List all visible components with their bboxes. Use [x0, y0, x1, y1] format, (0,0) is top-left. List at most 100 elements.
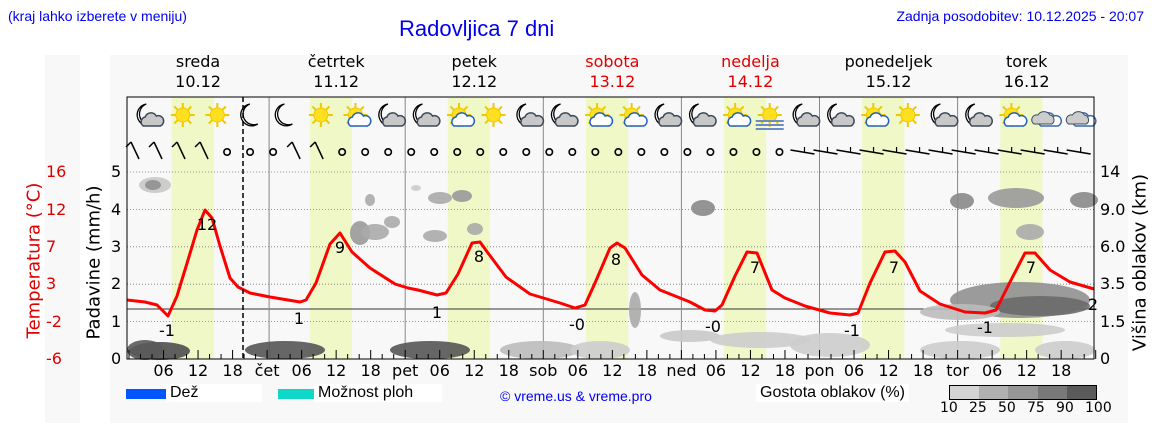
svg-text:-1: -1	[977, 318, 993, 337]
svg-text:12: 12	[197, 215, 217, 234]
day-header: sobota 13.12	[552, 52, 672, 92]
sun-fog-icon	[755, 103, 784, 130]
svg-text:06: 06	[430, 361, 450, 380]
svg-text:18: 18	[775, 361, 795, 380]
precip-tick: 2	[111, 274, 122, 293]
temp-tick: 7	[46, 237, 57, 256]
precip-tick: 5	[111, 162, 122, 181]
svg-text:12: 12	[740, 361, 760, 380]
precip-tick: 4	[111, 200, 122, 219]
svg-text:pet: pet	[392, 361, 418, 380]
svg-text:8: 8	[474, 247, 484, 266]
cloud-icon	[1065, 111, 1097, 127]
cloud-height-tick: 1.5	[1100, 312, 1126, 331]
storm-swatch	[278, 389, 326, 399]
density-swatch	[1008, 386, 1038, 399]
moon-cloud-icon	[516, 103, 545, 127]
moon-icon	[240, 103, 259, 127]
density-tick: 25	[969, 400, 987, 416]
density-legend-label: Gostota oblakov (%)	[756, 384, 909, 402]
temp-tick: 12	[46, 200, 67, 219]
svg-text:-0: -0	[705, 317, 721, 336]
svg-text:06: 06	[568, 361, 588, 380]
day-header: nedelja 14.12	[690, 52, 810, 92]
moon-cloud-icon	[827, 103, 855, 127]
cloud-icon	[1031, 111, 1062, 127]
moon-cloud-icon	[792, 103, 821, 127]
temp-tick: -6	[46, 349, 62, 368]
density-tick: 50	[998, 400, 1016, 416]
moon-cloud-icon	[930, 103, 959, 127]
day-date: 16.12	[1003, 72, 1050, 91]
rain-legend-label: Dež	[166, 384, 262, 402]
moon-cloud-icon	[654, 103, 683, 127]
moon-cloud-icon	[550, 103, 579, 127]
temperature-line	[126, 208, 1095, 318]
svg-text:06: 06	[844, 361, 864, 380]
temp-tick: -2	[46, 312, 62, 331]
day-name: petek	[451, 52, 497, 71]
temperature-labels: -1 12 1 9 1 8 -0 8 -0 7 -1 7 -1 7 2	[159, 215, 1098, 340]
temp-tick: 3	[46, 274, 57, 293]
svg-text:-0: -0	[569, 315, 585, 334]
rain-swatch	[126, 389, 174, 399]
day-name: sobota	[585, 52, 640, 71]
daylight-bands	[171, 97, 1043, 359]
svg-text:1: 1	[432, 303, 442, 322]
page-title: Radovljica 7 dni	[399, 16, 555, 41]
svg-text:tor: tor	[946, 361, 969, 380]
temp-tick: 16	[46, 162, 67, 181]
day-name: nedelja	[721, 52, 780, 71]
density-swatch	[950, 386, 980, 399]
svg-text:7: 7	[889, 258, 899, 277]
svg-text:18: 18	[637, 361, 657, 380]
svg-text:9: 9	[335, 238, 345, 257]
day-header: četrtek 11.12	[276, 52, 396, 92]
cloud-height-tick: 6.0	[1100, 237, 1126, 256]
svg-text:-1: -1	[159, 321, 175, 340]
location-hint[interactable]: (kraj lahko izberete v meniju)	[8, 8, 187, 24]
day-header: ponedeljek 15.12	[829, 52, 949, 92]
weather-icons	[136, 103, 1097, 130]
sun-cloud-icon	[999, 103, 1028, 127]
moon-cloud-icon	[688, 103, 717, 127]
sun-icon	[170, 103, 195, 127]
svg-text:12: 12	[602, 361, 622, 380]
density-swatch	[979, 386, 1009, 399]
cloud-height-tick: 9.0	[1100, 200, 1126, 219]
sun-cloud-icon	[619, 103, 648, 127]
moon-cloud-icon	[412, 103, 441, 127]
sun-icon	[308, 103, 333, 127]
svg-text:12: 12	[464, 361, 484, 380]
svg-text:2: 2	[1088, 295, 1098, 314]
moon-cloud-icon	[378, 103, 407, 127]
svg-text:sob: sob	[529, 361, 557, 380]
moon-cloud-icon	[965, 103, 993, 127]
day-header: sreda 10.12	[138, 52, 258, 92]
moon-cloud-icon	[136, 103, 165, 127]
density-swatch	[1066, 386, 1097, 399]
density-tick: 10	[940, 400, 958, 416]
sun-cloud-icon	[861, 103, 890, 127]
temp-axis-panel	[45, 55, 80, 423]
sun-icon	[895, 103, 920, 127]
svg-text:1: 1	[294, 309, 304, 328]
last-updated: Zadnja posodobitev: 10.12.2025 - 20:07	[896, 8, 1144, 24]
cloud-density-scale	[949, 385, 1097, 400]
day-name: četrtek	[307, 52, 365, 71]
svg-text:06: 06	[153, 361, 173, 380]
copyright-link[interactable]: © vreme.us & vreme.pro	[500, 388, 652, 404]
wind-symbols	[125, 141, 1091, 160]
day-date: 10.12	[175, 72, 221, 91]
cloud-height-tick: 3.5	[1100, 274, 1126, 293]
sun-icon	[481, 103, 506, 127]
svg-text:čet: čet	[255, 361, 280, 380]
svg-text:12: 12	[1016, 361, 1036, 380]
day-name: ponedeljek	[844, 52, 933, 71]
svg-text:06: 06	[706, 361, 726, 380]
day-header: torek 16.12	[967, 52, 1087, 92]
svg-text:7: 7	[750, 258, 760, 277]
svg-text:7: 7	[1026, 258, 1036, 277]
moon-icon	[274, 103, 293, 127]
